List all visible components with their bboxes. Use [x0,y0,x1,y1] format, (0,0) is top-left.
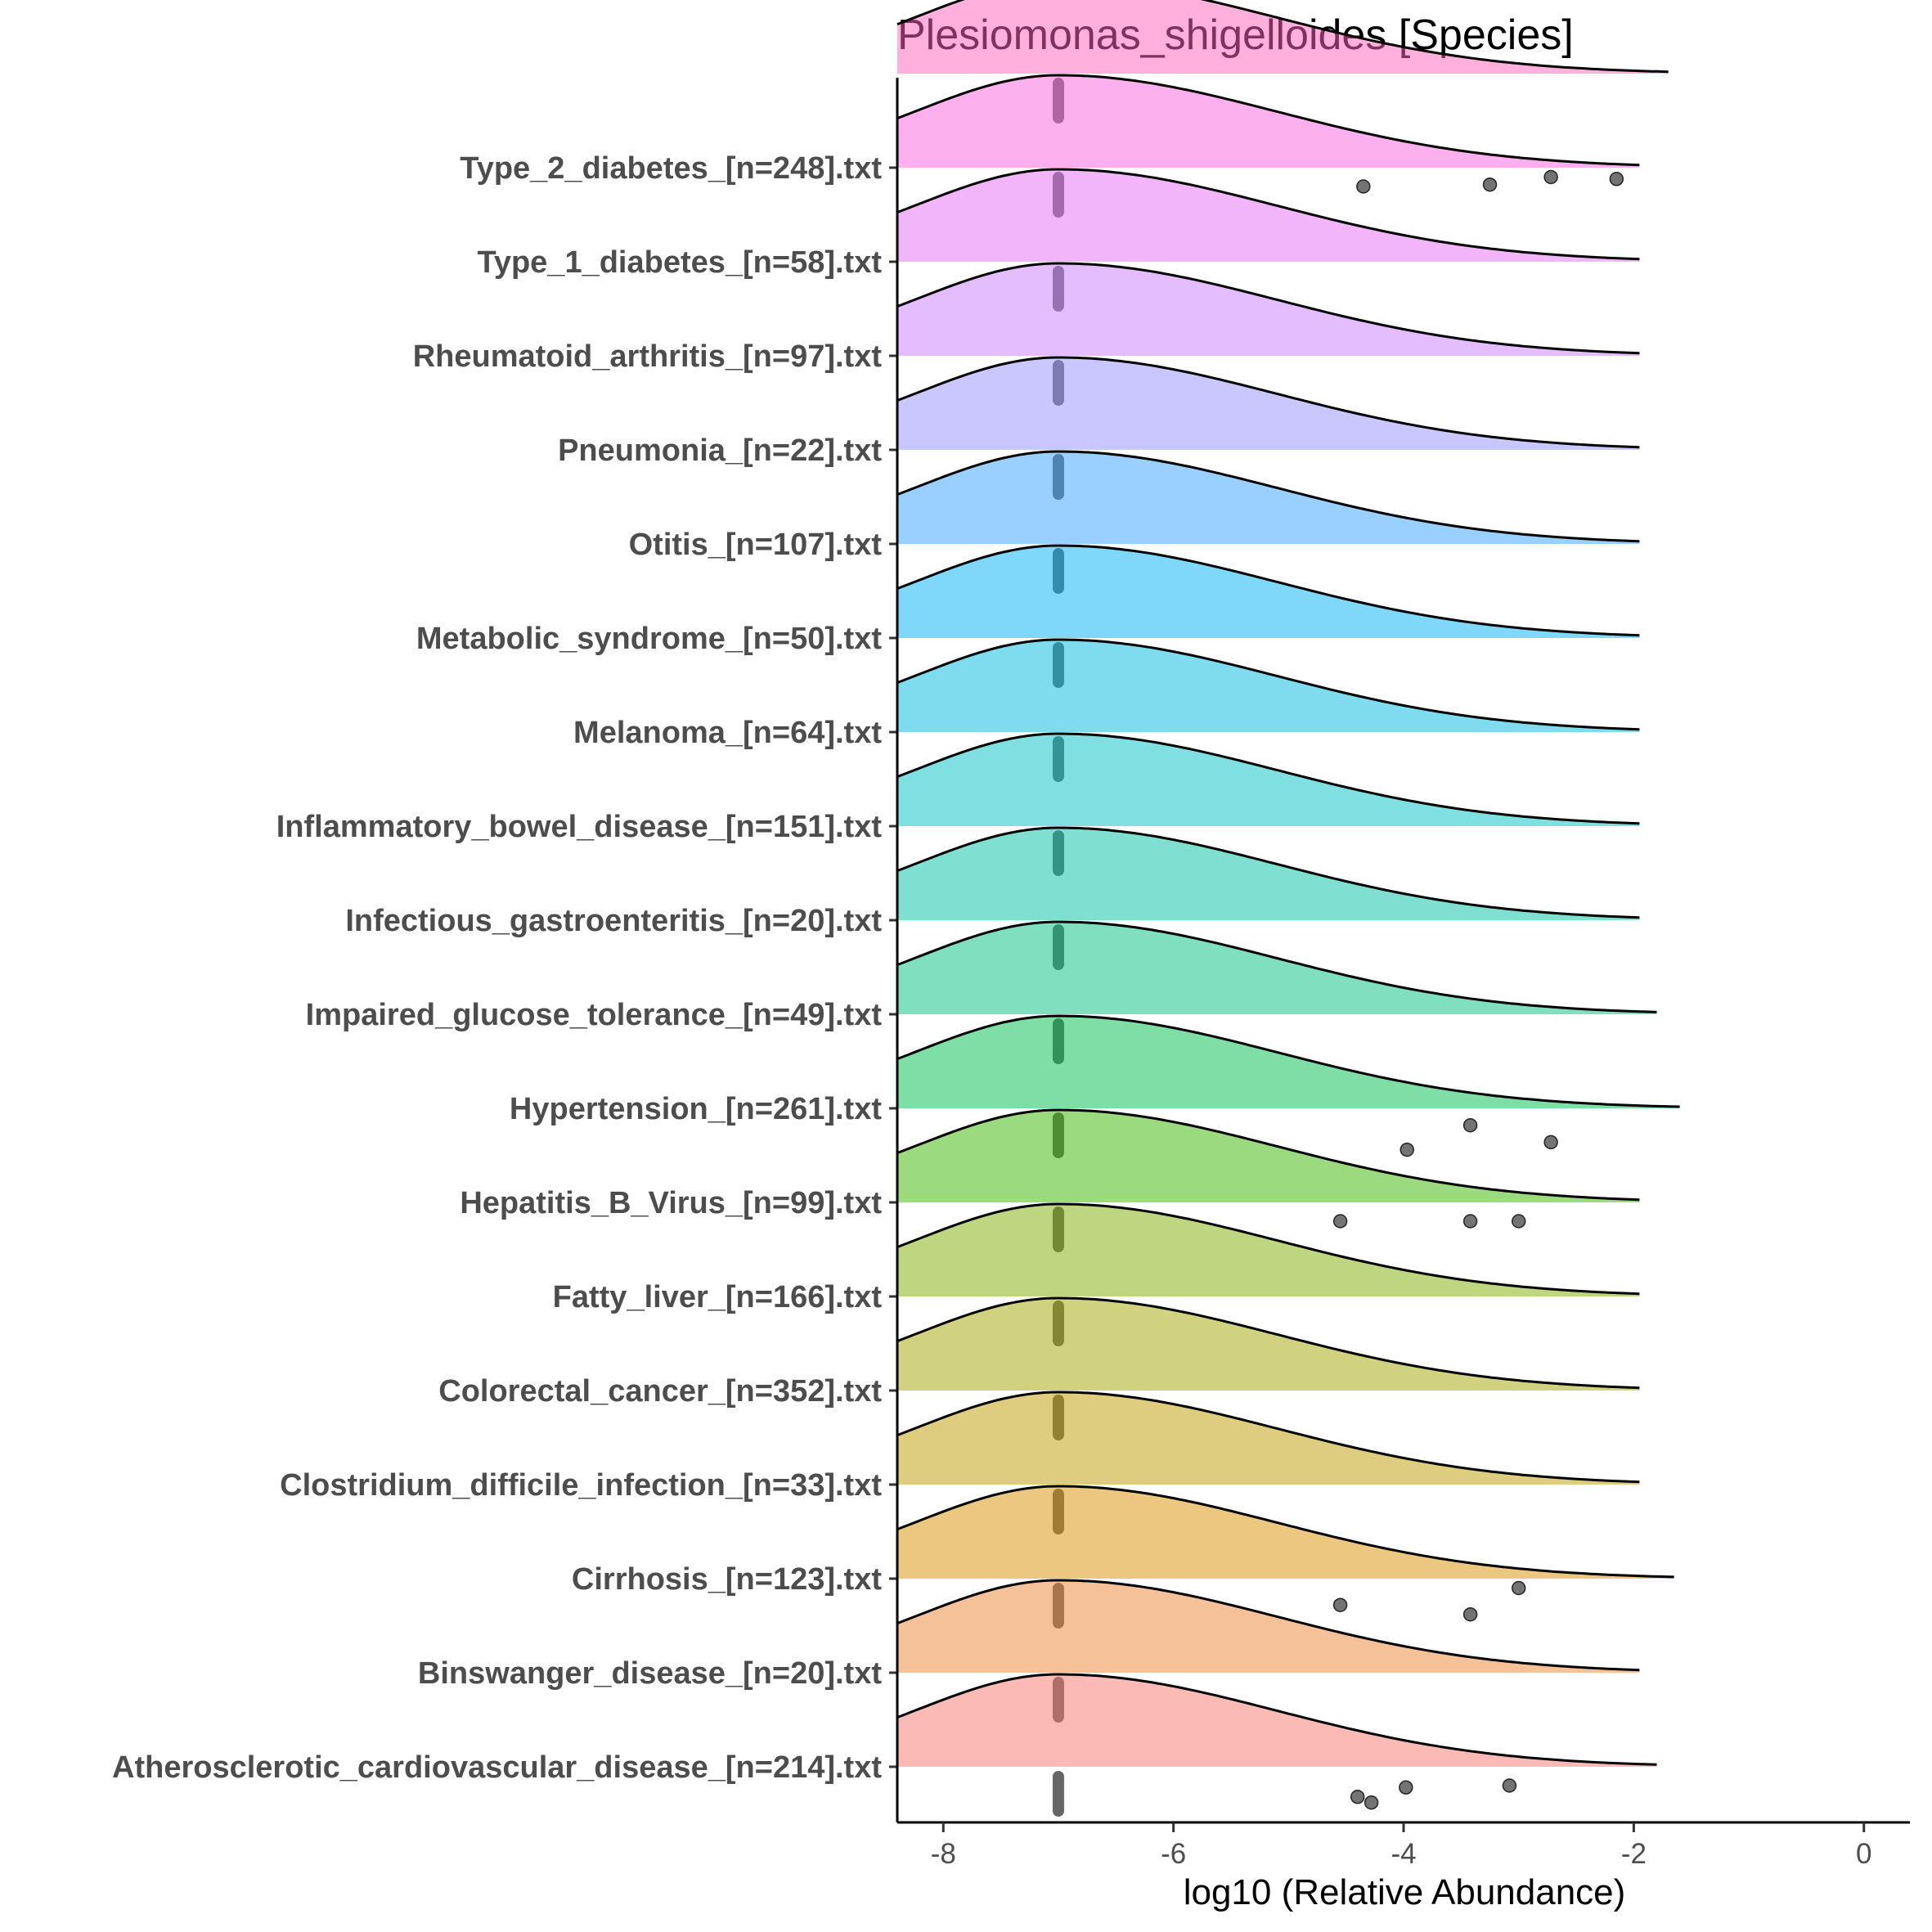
density-area [897,1204,1640,1296]
ridge-0 [896,1673,1657,1817]
density-area [897,1392,1640,1485]
category-label: Fatty_liver_[n=166].txt [553,1280,883,1314]
density-area [897,75,1640,168]
density-line [896,450,1640,543]
category-label: Colorectal_cancer_[n=352].txt [438,1374,882,1409]
density-area [897,922,1657,1014]
outlier-point [1609,172,1624,186]
density-area [897,1486,1674,1579]
x-tick-label: -8 [931,1838,956,1870]
density-area [897,828,1640,920]
density-line [896,1391,1640,1484]
x-tick-label: -6 [1161,1838,1186,1870]
outlier-point [1350,1790,1365,1804]
category-label: Melanoma_[n=64].txt [573,716,882,750]
density-line [896,826,1640,919]
category-label: Otitis_[n=107].txt [629,528,883,562]
density-line [896,356,1640,449]
x-tick-label: 0 [1856,1838,1871,1870]
density-line [896,1202,1640,1296]
outlier-point [1399,1780,1413,1795]
category-label: Inflammatory_bowel_disease_[n=151].txt [276,810,883,844]
category-label: Hepatitis_B_Virus_[n=99].txt [460,1186,882,1220]
category-label: Pneumonia_[n=22].txt [558,434,882,468]
density-area [897,734,1640,826]
outlier-point [1543,169,1558,185]
density-line [896,1014,1680,1108]
density-line [896,1108,1640,1202]
density-line [896,168,1640,261]
outlier-point [1462,1214,1478,1229]
outlier-point [1400,1142,1414,1157]
x-tick-label: -2 [1621,1838,1647,1870]
density-line [896,920,1657,1013]
outlier-point [1502,1778,1517,1793]
density-area [897,452,1640,544]
category-label: Type_2_diabetes_[n=248].txt [460,151,882,186]
density-area [897,1110,1640,1202]
density-area [897,1298,1640,1391]
outlier-point [1462,1117,1478,1133]
category-label: Cirrhosis_[n=123].txt [572,1562,882,1597]
density-area [897,357,1640,450]
outlier-point [1511,1214,1526,1229]
x-axis-title: log10 (Relative Abundance) [1184,1872,1626,1912]
density-area [897,640,1640,732]
outlier-point [1364,1795,1379,1810]
category-label: Rheumatoid_arthritis_[n=97].txt [413,339,883,374]
density-area [897,546,1640,638]
ridges [896,0,1680,1817]
density-line [896,1485,1674,1579]
outlier-point [1543,1134,1558,1150]
category-label: Metabolic_syndrome_[n=50].txt [416,622,882,656]
outlier-point [1332,1597,1348,1612]
outlier-point [1356,179,1371,194]
category-label: Binswanger_disease_[n=20].txt [418,1656,882,1691]
density-line [896,0,1669,74]
density-line [896,262,1640,355]
outlier-point [1511,1580,1526,1596]
outlier-point [1332,1214,1348,1229]
category-label: Hypertension_[n=261].txt [510,1092,882,1126]
density-area [897,263,1640,356]
density-area [897,0,1669,74]
category-label: Infectious_gastroenteritis_[n=20].txt [345,904,882,938]
density-line [896,732,1640,825]
category-label: Impaired_glucose_tolerance_[n=49].txt [306,998,883,1032]
density-area [897,169,1640,262]
category-label: Clostridium_difficile_infection_[n=33].t… [280,1468,882,1503]
density-area [897,1580,1640,1673]
density-line [896,1579,1640,1672]
category-label: Type_1_diabetes_[n=58].txt [477,245,882,280]
category-label: Atherosclerotic_cardiovascular_disease_[… [112,1750,882,1785]
density-line [896,74,1640,167]
density-line [896,1673,1657,1766]
x-tick-label: -4 [1391,1838,1416,1870]
density-line [896,638,1640,731]
density-line [896,1296,1640,1390]
outlier-point [1482,177,1498,192]
axes: Type_2_diabetes_[n=248].txt Type_1_diabet… [112,78,1910,1870]
density-line [896,544,1640,637]
density-area [897,1016,1680,1108]
outlier-point [1462,1606,1478,1622]
density-area [897,1674,1657,1767]
